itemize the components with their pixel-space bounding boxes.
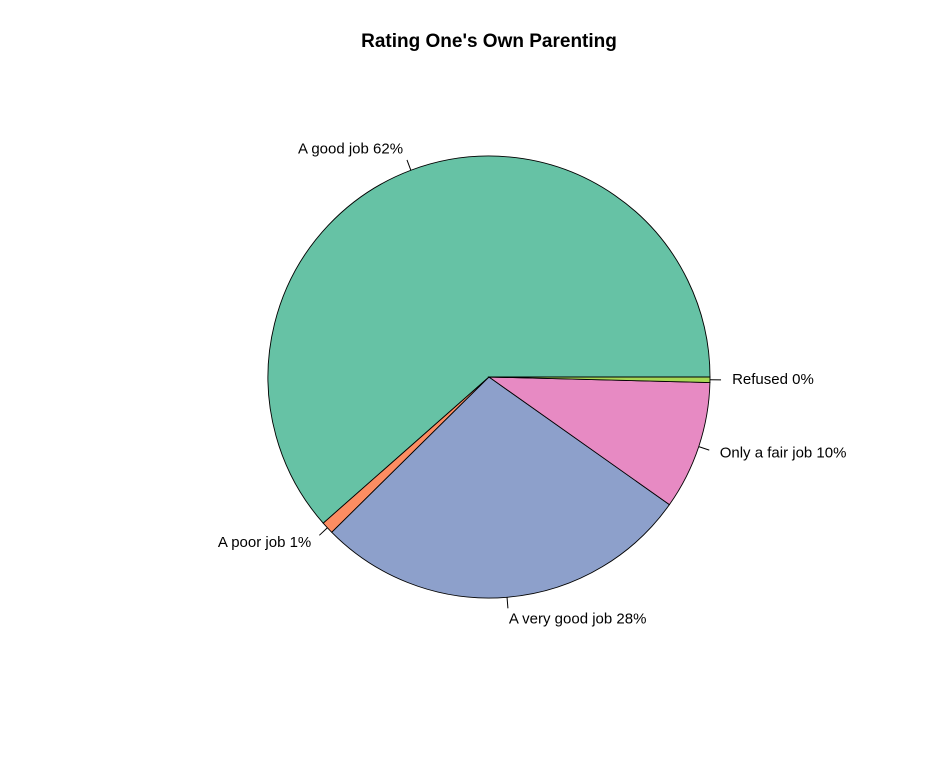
- pie-slice-label: A good job 62%: [298, 141, 403, 158]
- chart-title: Rating One's Own Parenting: [361, 31, 617, 52]
- pie-leader-line: [507, 597, 508, 608]
- pie-slice-label: A poor job 1%: [218, 534, 311, 551]
- pie-slice-label: Only a fair job 10%: [720, 445, 847, 462]
- pie-slices: [268, 156, 710, 598]
- pie-leader-line: [699, 447, 709, 450]
- pie-slice-label: A very good job 28%: [509, 610, 647, 627]
- pie-leader-line: [407, 160, 411, 170]
- pie-slice-label: Refused 0%: [732, 371, 814, 388]
- pie-leader-line: [319, 528, 327, 536]
